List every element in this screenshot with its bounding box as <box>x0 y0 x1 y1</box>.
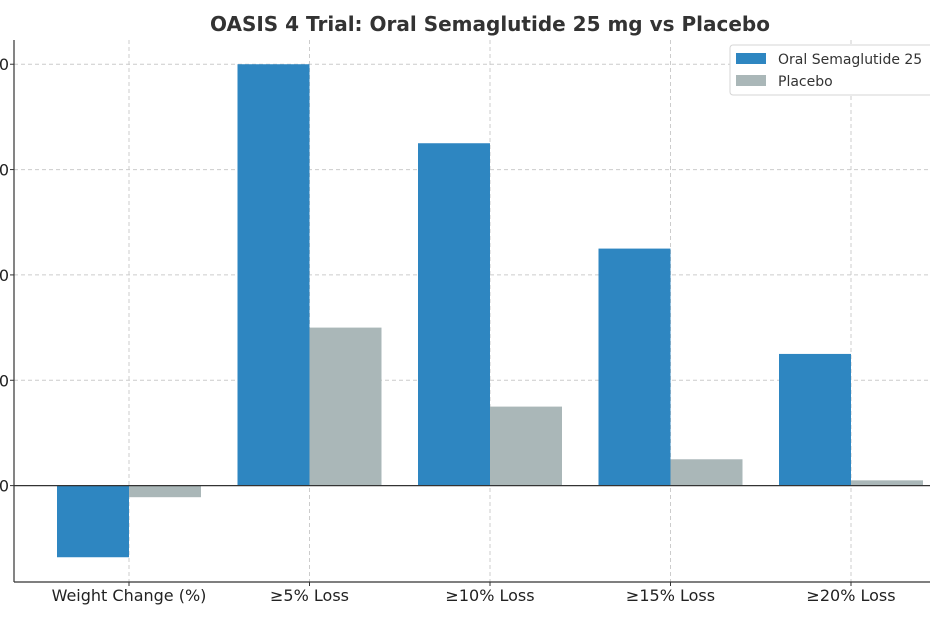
legend-box <box>729 44 930 96</box>
legend-label: Placebo <box>778 74 833 90</box>
chart-title: OASIS 4 Trial: Oral Semaglutide 25 mg vs… <box>210 12 770 36</box>
x-tick-label: Weight Change (%) <box>52 586 207 605</box>
y-tick-label: 0 <box>0 477 9 496</box>
axes: 0 0 0 0 0 Weight Change (%) ≥5% Loss ≥10% Loss ≥… <box>0 40 930 605</box>
y-tick-label: 0 <box>0 371 9 390</box>
x-tick-label: ≥15% Loss <box>626 586 715 605</box>
bar-placebo-4 <box>851 480 923 486</box>
bar-placebo-0 <box>129 485 201 498</box>
y-tick-label: 0 <box>0 161 9 180</box>
legend: Oral Semaglutide 25 Placebo <box>729 44 930 96</box>
x-tick-label: ≥20% Loss <box>806 586 895 605</box>
bar-semaglutide-1 <box>237 64 310 486</box>
legend-swatch <box>736 75 766 86</box>
bar-semaglutide-0 <box>57 485 129 558</box>
x-tick-label: ≥10% Loss <box>445 586 534 605</box>
bar-placebo-3 <box>670 459 743 486</box>
x-tick-label: ≥5% Loss <box>270 586 349 605</box>
bar-semaglutide-4 <box>779 353 851 486</box>
bars <box>57 64 923 558</box>
legend-swatch <box>736 53 766 64</box>
y-tick-label: 0 <box>0 55 9 74</box>
bar-semaglutide-2 <box>418 143 490 486</box>
bar-semaglutide-3 <box>598 248 671 486</box>
bar-placebo-1 <box>309 327 382 486</box>
y-tick-label: 0 <box>0 266 9 285</box>
bar-placebo-2 <box>490 406 562 486</box>
legend-label: Oral Semaglutide 25 <box>778 52 922 68</box>
